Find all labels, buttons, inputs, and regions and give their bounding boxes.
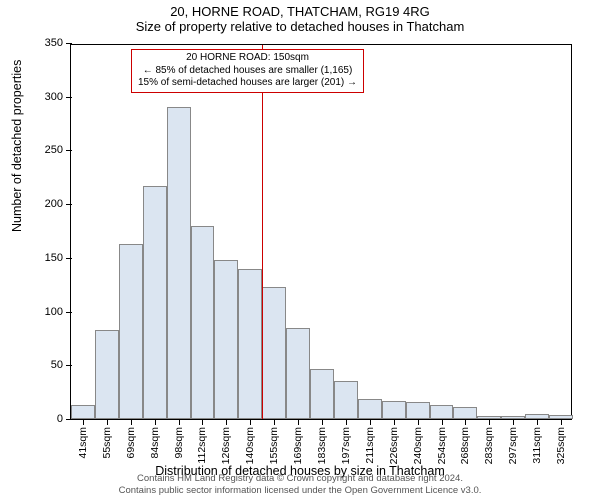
x-tick-label: 84sqm	[149, 427, 161, 459]
x-tick-label: 226sqm	[388, 427, 400, 464]
x-tick-label: 112sqm	[196, 427, 208, 464]
x-tick-mark	[298, 419, 299, 425]
histogram-bar	[310, 369, 334, 419]
histogram-bar	[382, 401, 406, 419]
x-tick-mark	[465, 419, 466, 425]
x-tick-label: 211sqm	[364, 427, 376, 464]
x-tick-mark	[394, 419, 395, 425]
x-tick-label: 55sqm	[101, 427, 113, 459]
annotation-line: 20 HORNE ROAD: 150sqm	[138, 52, 357, 65]
x-tick-mark	[537, 419, 538, 425]
x-tick-mark	[561, 419, 562, 425]
x-tick-mark	[155, 419, 156, 425]
x-tick-mark	[107, 419, 108, 425]
histogram-bar	[453, 407, 477, 419]
x-tick-label: 240sqm	[412, 427, 424, 464]
histogram-bar	[191, 226, 215, 419]
reference-line	[262, 45, 263, 419]
x-tick-mark	[346, 419, 347, 425]
x-tick-mark	[370, 419, 371, 425]
x-tick-label: 197sqm	[340, 427, 352, 464]
x-tick-mark	[226, 419, 227, 425]
x-tick-label: 254sqm	[436, 427, 448, 464]
x-tick-mark	[83, 419, 84, 425]
x-tick-mark	[131, 419, 132, 425]
y-tick-label: 0	[57, 413, 71, 425]
attribution-footer: Contains HM Land Registry data © Crown c…	[0, 473, 600, 497]
page-title: 20, HORNE ROAD, THATCHAM, RG19 4RG	[4, 4, 596, 19]
x-tick-label: 140sqm	[244, 427, 256, 464]
x-tick-label: 126sqm	[220, 427, 232, 464]
x-tick-label: 297sqm	[507, 427, 519, 464]
annotation-line: 15% of semi-detached houses are larger (…	[138, 77, 357, 90]
x-tick-label: 98sqm	[173, 427, 185, 459]
histogram-bar	[334, 381, 358, 419]
chart-area: 05010015020025030035041sqm55sqm69sqm84sq…	[70, 44, 572, 420]
y-tick-label: 100	[45, 306, 71, 318]
histogram-bar	[167, 107, 191, 419]
x-tick-label: 268sqm	[459, 427, 471, 464]
x-tick-label: 183sqm	[316, 427, 328, 464]
y-tick-label: 300	[45, 91, 71, 103]
x-tick-label: 155sqm	[268, 427, 280, 464]
histogram-bar	[71, 405, 95, 419]
x-tick-label: 169sqm	[292, 427, 304, 464]
y-tick-label: 200	[45, 198, 71, 210]
x-tick-label: 325sqm	[555, 427, 567, 464]
footer-line1: Contains HM Land Registry data © Crown c…	[0, 473, 600, 485]
footer-line2: Contains public sector information licen…	[0, 485, 600, 497]
histogram-bar	[238, 269, 262, 419]
x-tick-label: 311sqm	[531, 427, 543, 464]
plot-region: 05010015020025030035041sqm55sqm69sqm84sq…	[70, 44, 572, 420]
y-tick-label: 250	[45, 144, 71, 156]
x-tick-mark	[442, 419, 443, 425]
x-tick-mark	[179, 419, 180, 425]
x-tick-mark	[322, 419, 323, 425]
x-tick-label: 283sqm	[483, 427, 495, 464]
annotation-line: ← 85% of detached houses are smaller (1,…	[138, 65, 357, 78]
histogram-bar	[95, 330, 119, 419]
x-tick-label: 69sqm	[125, 427, 137, 459]
y-tick-label: 50	[51, 359, 71, 371]
histogram-bar	[119, 244, 143, 419]
y-axis-label: Number of detached properties	[10, 60, 24, 232]
annotation-box: 20 HORNE ROAD: 150sqm← 85% of detached h…	[131, 49, 364, 93]
histogram-bar	[358, 399, 382, 419]
y-tick-label: 350	[45, 37, 71, 49]
x-tick-mark	[274, 419, 275, 425]
histogram-bar	[406, 402, 430, 419]
histogram-bar	[286, 328, 310, 419]
page-subtitle: Size of property relative to detached ho…	[4, 19, 596, 34]
x-tick-mark	[513, 419, 514, 425]
x-tick-mark	[489, 419, 490, 425]
histogram-bar	[143, 186, 167, 419]
histogram-bar	[430, 405, 454, 419]
histogram-bar	[262, 287, 286, 419]
x-tick-mark	[202, 419, 203, 425]
chart-container: 20, HORNE ROAD, THATCHAM, RG19 4RG Size …	[0, 0, 600, 500]
x-tick-mark	[250, 419, 251, 425]
y-tick-label: 150	[45, 252, 71, 264]
histogram-bar	[214, 260, 238, 419]
x-tick-label: 41sqm	[77, 427, 89, 459]
x-tick-mark	[418, 419, 419, 425]
